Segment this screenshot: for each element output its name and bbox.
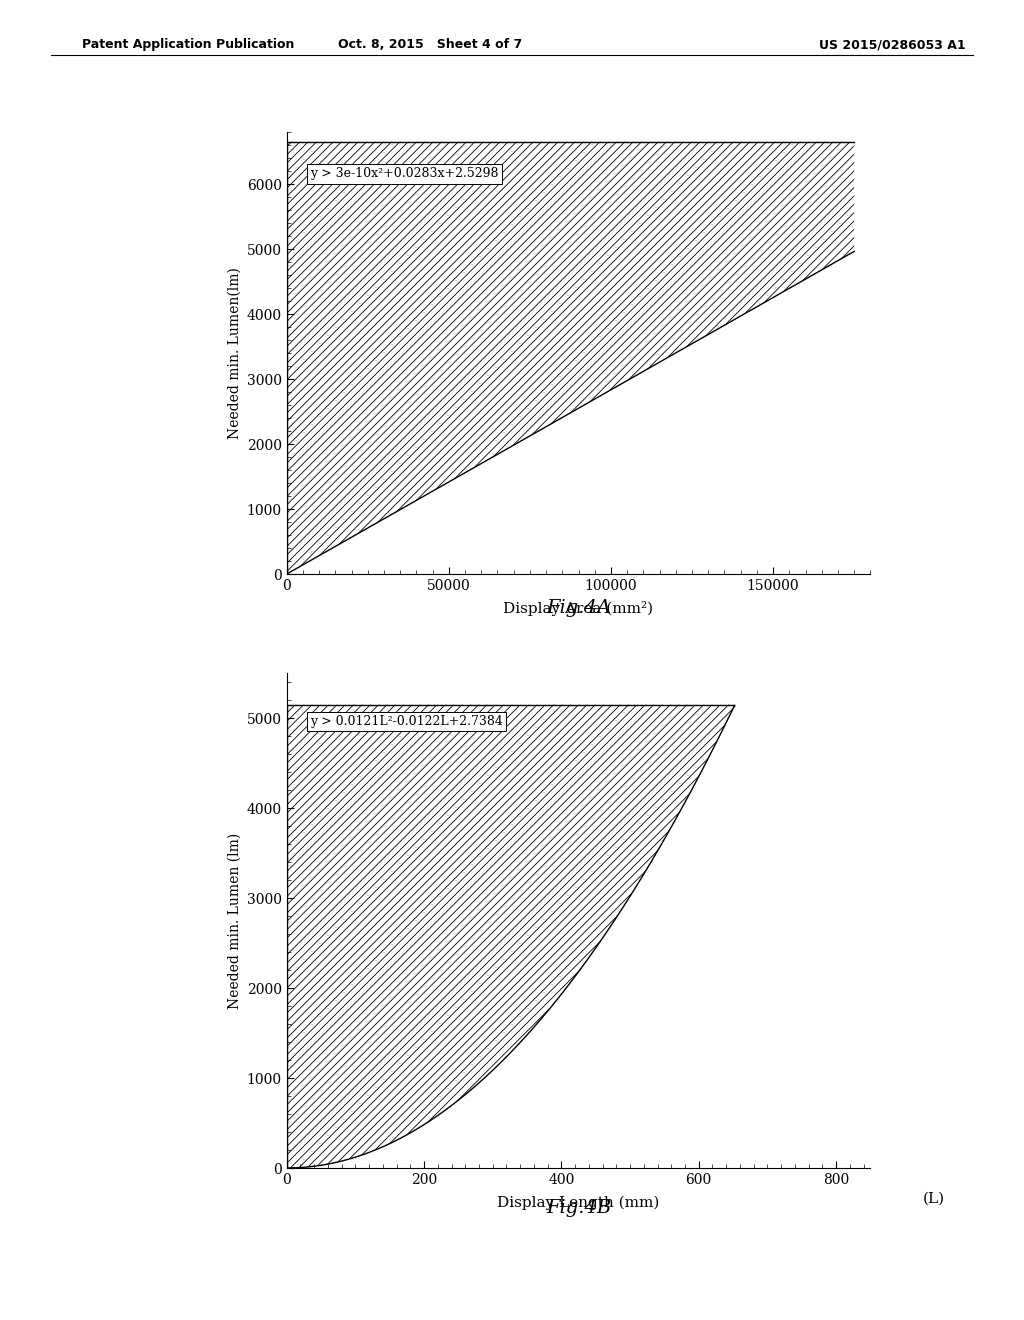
Text: Fig.4A: Fig.4A [546,599,611,618]
Text: US 2015/0286053 A1: US 2015/0286053 A1 [819,38,966,51]
Y-axis label: Needed min. Lumen(lm): Needed min. Lumen(lm) [227,267,242,440]
Y-axis label: Needed min. Lumen (lm): Needed min. Lumen (lm) [227,833,242,1008]
X-axis label: Display Length (mm): Display Length (mm) [498,1196,659,1210]
Text: (L): (L) [924,1192,945,1205]
Text: Patent Application Publication: Patent Application Publication [82,38,294,51]
Text: Oct. 8, 2015   Sheet 4 of 7: Oct. 8, 2015 Sheet 4 of 7 [338,38,522,51]
X-axis label: Display Area (mm²): Display Area (mm²) [504,602,653,616]
Text: Fig.4B: Fig.4B [546,1199,611,1217]
Text: y > 0.0121L²-0.0122L+2.7384: y > 0.0121L²-0.0122L+2.7384 [310,715,503,729]
Text: y > 3e-10x²+0.0283x+2.5298: y > 3e-10x²+0.0283x+2.5298 [310,168,499,181]
